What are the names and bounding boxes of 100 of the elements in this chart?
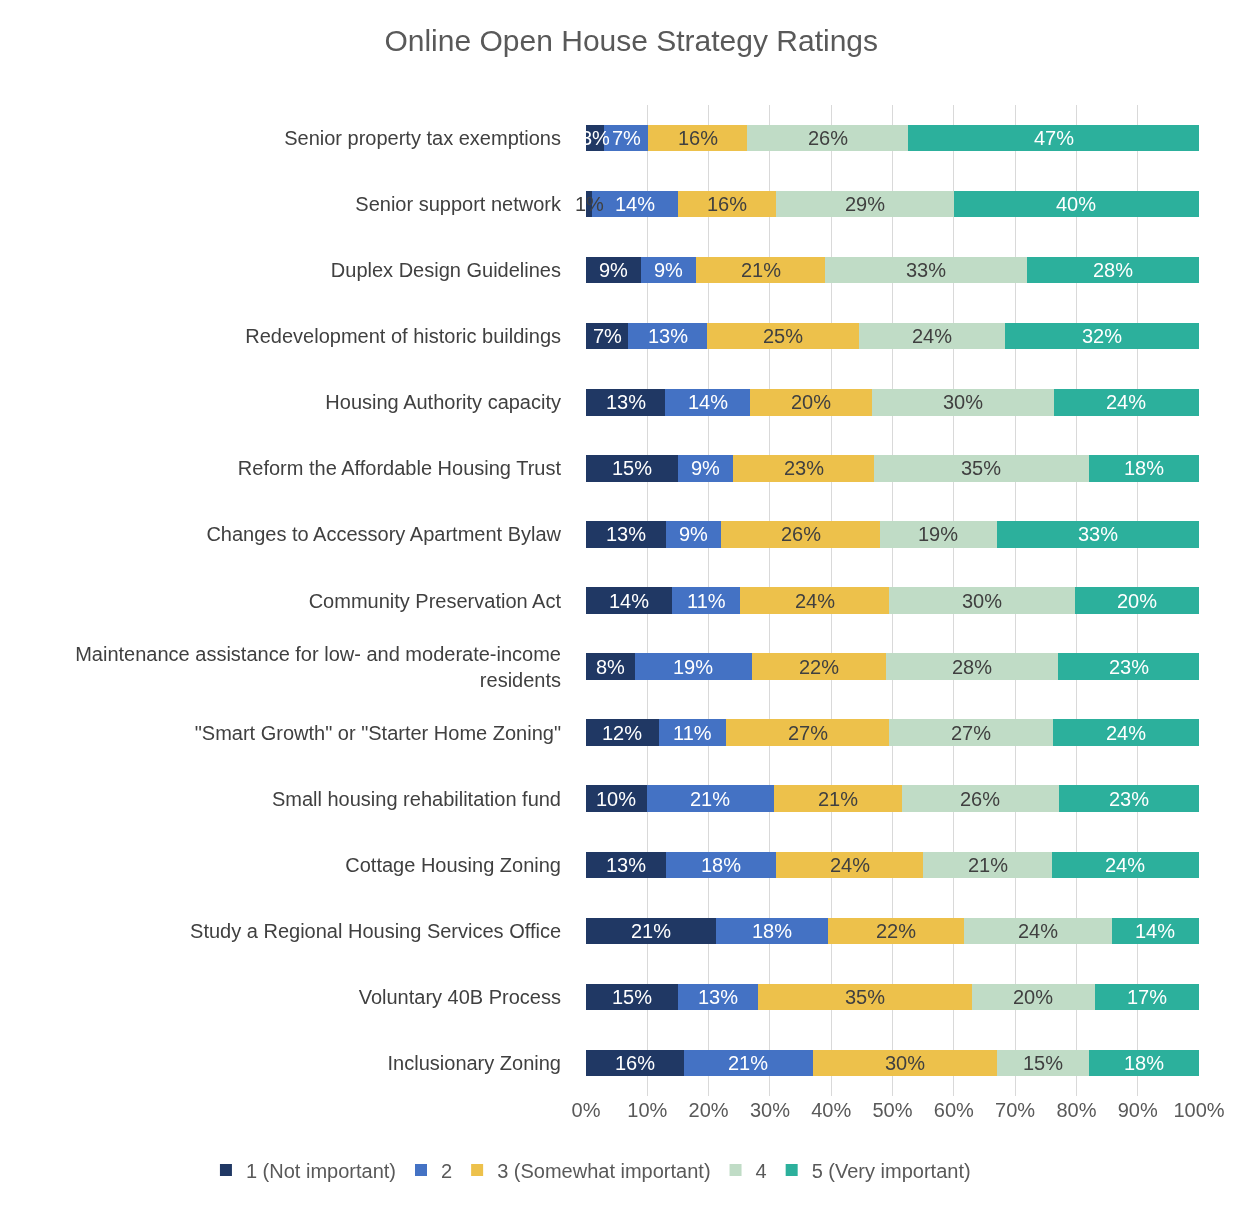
data-label: 13% xyxy=(648,325,689,347)
y-tick-label: Senior property tax exemptions xyxy=(284,127,561,150)
bar xyxy=(923,851,1052,878)
bar xyxy=(901,785,1060,812)
x-tick-label: 20% xyxy=(688,1099,729,1121)
bar xyxy=(646,785,775,812)
bar xyxy=(776,190,954,218)
data-label: 22% xyxy=(799,656,840,678)
bar xyxy=(908,124,1199,152)
x-tick-label: 60% xyxy=(933,1099,975,1121)
data-label: 21% xyxy=(968,854,1009,876)
data-label: 32% xyxy=(1082,325,1123,347)
y-tick-label: Changes to Accessory Apartment Bylaw xyxy=(206,523,562,546)
data-label: 30% xyxy=(943,391,984,413)
data-label: 22% xyxy=(876,920,917,942)
y-tick-label: Reform the Affordable Housing Trust xyxy=(237,457,562,480)
data-label: 14% xyxy=(1135,920,1176,942)
data-label: 25% xyxy=(763,325,804,347)
bar xyxy=(1059,785,1199,812)
bar xyxy=(871,389,1054,416)
data-label: 9% xyxy=(654,259,684,281)
data-label: 27% xyxy=(788,722,829,744)
data-label: 18% xyxy=(1124,457,1165,479)
bar xyxy=(696,256,826,284)
data-label: 21% xyxy=(631,920,672,942)
y-tick-label: Voluntary 40B Process xyxy=(358,985,561,1008)
legend-label: 4 xyxy=(755,1159,767,1182)
bar xyxy=(1051,851,1199,878)
data-label: 16% xyxy=(707,193,748,215)
bar xyxy=(635,653,752,680)
x-tick-label: 70% xyxy=(995,1099,1036,1121)
data-label: 18% xyxy=(752,920,793,942)
bar xyxy=(586,455,678,482)
bar xyxy=(757,983,973,1011)
data-label: 33% xyxy=(1078,523,1119,545)
data-label: 15% xyxy=(612,457,653,479)
bar xyxy=(953,190,1199,218)
data-label: 21% xyxy=(690,788,731,810)
data-label: 7% xyxy=(612,127,642,149)
bar xyxy=(886,653,1059,680)
data-label: 7% xyxy=(593,325,623,347)
bar xyxy=(740,587,890,614)
data-label: 20% xyxy=(791,391,832,413)
y-tick-label: Housing Authority capacity xyxy=(325,391,561,414)
data-label: 9% xyxy=(691,457,721,479)
bar xyxy=(825,256,1028,284)
bar xyxy=(586,587,673,614)
bar xyxy=(812,1049,997,1077)
bar xyxy=(880,521,997,548)
chart-title: Online Open House Strategy Ratings xyxy=(384,24,879,58)
data-label: 13% xyxy=(606,523,647,545)
legend-label: 3 (Somewhat important) xyxy=(497,1159,711,1182)
data-label: 26% xyxy=(960,788,1001,810)
data-label: 1% xyxy=(575,193,605,215)
bar xyxy=(665,389,751,416)
data-label: 12% xyxy=(602,722,643,744)
x-tick-label: 30% xyxy=(749,1099,791,1121)
data-label: 24% xyxy=(1105,854,1146,876)
data-label: 24% xyxy=(830,854,871,876)
x-tick-label: 90% xyxy=(1117,1099,1158,1121)
data-label: 15% xyxy=(1023,1052,1064,1074)
data-label: 24% xyxy=(912,325,953,347)
data-label: 28% xyxy=(1093,259,1134,281)
data-label: 30% xyxy=(885,1052,926,1074)
data-label: 11% xyxy=(673,722,712,744)
bar xyxy=(1027,256,1199,284)
bar xyxy=(707,323,860,350)
data-label: 11% xyxy=(687,590,726,612)
data-label: 26% xyxy=(781,523,822,545)
data-label: 14% xyxy=(615,193,656,215)
legend-label: 5 (Very important) xyxy=(811,1159,971,1182)
bar xyxy=(1058,653,1199,680)
data-label: 35% xyxy=(845,986,886,1008)
data-label: 21% xyxy=(818,788,859,810)
data-label: 9% xyxy=(679,523,709,545)
x-tick-label: 80% xyxy=(1056,1099,1097,1121)
data-label: 13% xyxy=(606,391,647,413)
data-label: 24% xyxy=(1106,722,1147,744)
bar xyxy=(774,785,902,812)
bar xyxy=(733,455,875,482)
data-label: 13% xyxy=(606,854,647,876)
bar xyxy=(963,917,1112,945)
data-label: 24% xyxy=(1106,391,1147,413)
legend-label: 1 (Not important) xyxy=(245,1159,396,1182)
data-label: 21% xyxy=(728,1052,769,1074)
bar xyxy=(1053,719,1199,746)
x-tick-label: 50% xyxy=(872,1099,913,1121)
data-label: 23% xyxy=(1109,656,1150,678)
bar xyxy=(1005,323,1199,350)
data-label: 10% xyxy=(596,788,637,810)
y-tick-label: Senior support network xyxy=(355,193,562,216)
data-label: 14% xyxy=(609,590,650,612)
y-tick-label: Duplex Design Guidelines xyxy=(330,259,561,282)
data-label: 23% xyxy=(784,457,825,479)
bar xyxy=(586,917,716,945)
data-label: 30% xyxy=(962,590,1003,612)
y-tick-label: Study a Regional Housing Services Office xyxy=(190,919,561,942)
bar xyxy=(889,587,1076,614)
legend-label: 2 xyxy=(441,1159,453,1182)
bar xyxy=(889,719,1054,746)
